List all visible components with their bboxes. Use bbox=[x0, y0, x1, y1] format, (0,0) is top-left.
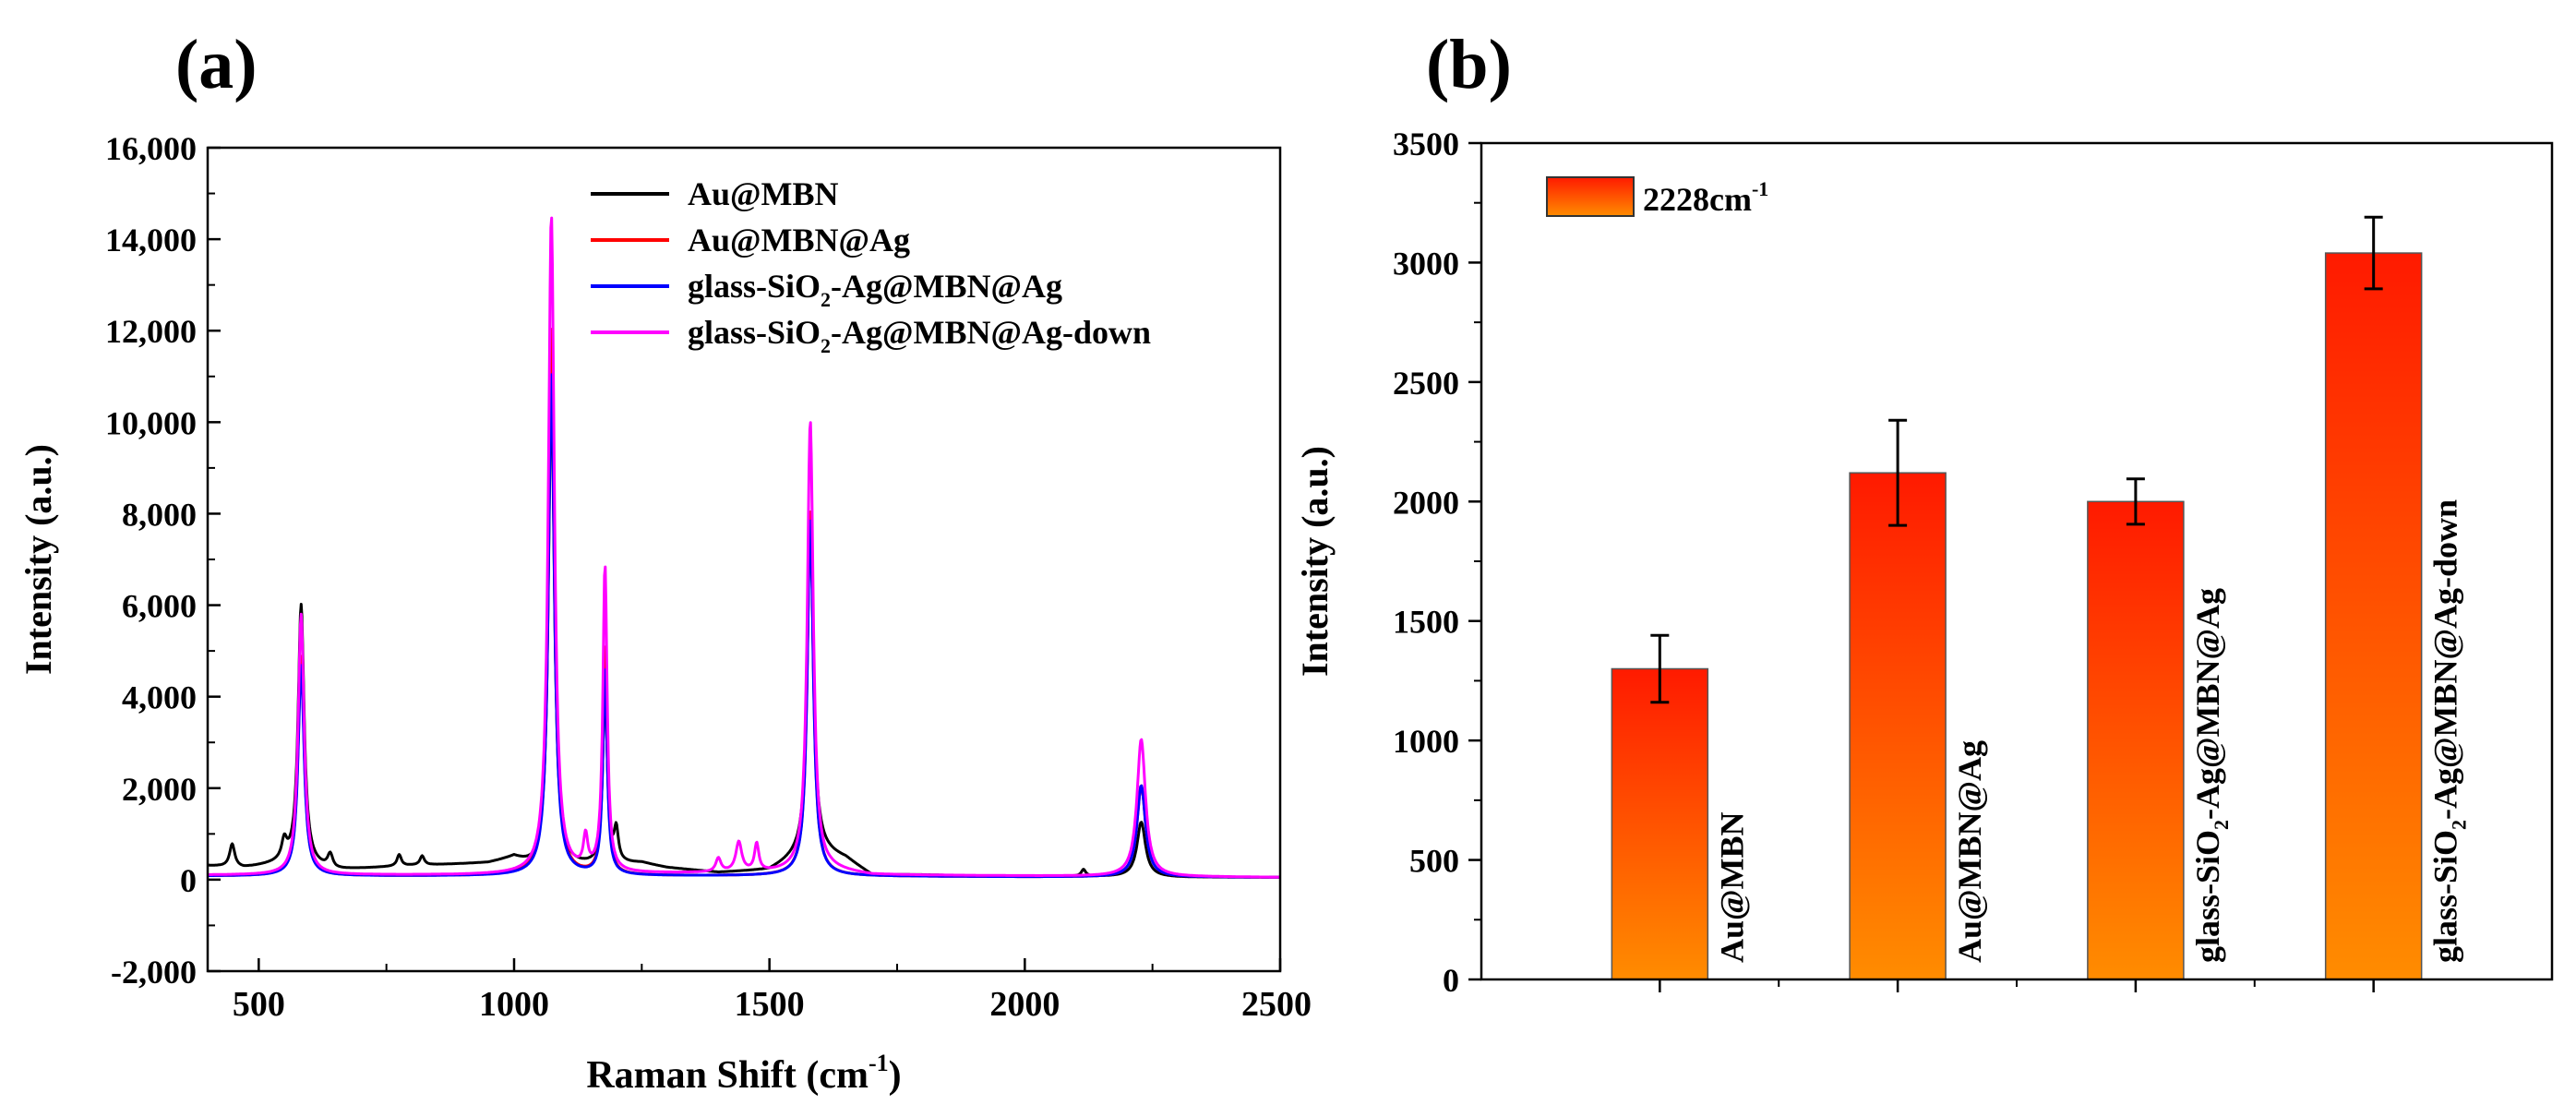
a-x-tick-label: 1000 bbox=[479, 985, 549, 1024]
a-x-tick-label: 2000 bbox=[989, 985, 1060, 1024]
b-y-tick-label: 1500 bbox=[1393, 604, 1459, 641]
a-x-tick-label: 500 bbox=[233, 985, 285, 1024]
a-legend-label-1: Au@MBN@Ag bbox=[688, 222, 910, 258]
b-legend-label-text: 2228cm bbox=[1643, 181, 1752, 218]
a-y-tick-label: 4,000 bbox=[122, 679, 197, 716]
a-x-axis-label: Raman Shift (cm-1) bbox=[586, 1050, 901, 1097]
a-legend: Au@MBN Au@MBN@Ag glass-SiO2-Ag@MBN@Agglass… bbox=[591, 175, 1151, 357]
a-legend-label-2: glass-SiO2-Ag@MBN@Ag bbox=[688, 268, 1062, 311]
b-y-tick-label: 0 bbox=[1443, 962, 1459, 999]
b-bar-0 bbox=[1611, 667, 1709, 980]
a-series-group bbox=[207, 216, 1281, 879]
b-y-tick-label: 2500 bbox=[1393, 365, 1459, 402]
a-x-tick-label: 1500 bbox=[735, 985, 805, 1024]
b-y-tick-label: 3500 bbox=[1393, 126, 1459, 162]
b-bar-label-3: glass-SiO2-Ag@MBN@Ag-down bbox=[2427, 499, 2471, 963]
a-series-line-1 bbox=[207, 328, 1281, 879]
a-y-tick-label: 10,000 bbox=[105, 404, 197, 441]
a-x-axis-label-text: Raman Shift (cm bbox=[586, 1054, 869, 1097]
b-y-tick-label: 2000 bbox=[1393, 484, 1459, 521]
a-y-tick-label: 2,000 bbox=[122, 771, 197, 808]
a-legend-label-0: Au@MBN bbox=[688, 175, 839, 212]
b-bar-3 bbox=[2324, 252, 2423, 980]
a-x-axis-label-sup: -1 bbox=[869, 1050, 889, 1076]
b-legend-label-sup: -1 bbox=[1752, 177, 1768, 200]
b-ticks: 0 500 1000 1500 2000 2500 3000 3500 bbox=[1393, 126, 2375, 999]
panel-b-label: (b) bbox=[1426, 26, 1512, 103]
a-series-line-0 bbox=[207, 389, 1281, 879]
b-legend-label: 2228cm-1 bbox=[1643, 177, 1768, 218]
panel-a-line-chart: -2,000 0 2,000 4,000 6,000 8,000 10,000 12,000 1… bbox=[18, 130, 1312, 1097]
a-y-axis-label: Intensity (a.u.) bbox=[18, 444, 59, 675]
panel-a-label: (a) bbox=[175, 26, 258, 103]
b-bar-2 bbox=[2087, 500, 2185, 980]
a-legend-label-3: glass-SiO2-Ag@MBN@Ag-down bbox=[688, 314, 1151, 357]
a-y-tick-label: -2,000 bbox=[111, 954, 197, 991]
b-y-tick-label: 500 bbox=[1409, 843, 1459, 880]
a-ticks: -2,000 0 2,000 4,000 6,000 8,000 10,000 12,000 1… bbox=[105, 130, 1312, 1024]
b-bar-label-0: Au@MBN bbox=[1713, 812, 1750, 964]
b-legend-swatch bbox=[1546, 176, 1635, 217]
b-plot-frame bbox=[1480, 141, 2554, 981]
a-series-line-2 bbox=[207, 373, 1281, 879]
b-y-tick-label: 3000 bbox=[1393, 245, 1459, 282]
b-bar-label-2: glass-SiO2-Ag@MBN@Ag bbox=[2189, 588, 2233, 963]
a-y-tick-label: 16,000 bbox=[105, 130, 197, 167]
b-legend: 2228cm-1 bbox=[1546, 176, 1768, 218]
a-plot-frame bbox=[206, 146, 1282, 973]
a-y-tick-label: 8,000 bbox=[122, 496, 197, 533]
a-y-tick-label: 0 bbox=[180, 862, 197, 899]
a-y-tick-label: 14,000 bbox=[105, 222, 197, 258]
b-y-tick-label: 1000 bbox=[1393, 723, 1459, 760]
a-series-line-3 bbox=[207, 216, 1281, 879]
a-y-tick-label: 6,000 bbox=[122, 588, 197, 625]
a-y-tick-label: 12,000 bbox=[105, 313, 197, 350]
a-x-axis-label-suffix: ) bbox=[889, 1054, 902, 1097]
b-bars-group: Au@MBN Au@MBN@Ag glass-SiO2-Ag@MBN@Ag glass… bbox=[1611, 215, 2471, 980]
b-bar-1 bbox=[1849, 472, 1947, 980]
b-y-axis-label: Intensity (a.u.) bbox=[1294, 446, 1336, 677]
a-x-tick-label: 2500 bbox=[1241, 985, 1312, 1024]
b-bar-label-1: Au@MBN@Ag bbox=[1951, 740, 1988, 963]
